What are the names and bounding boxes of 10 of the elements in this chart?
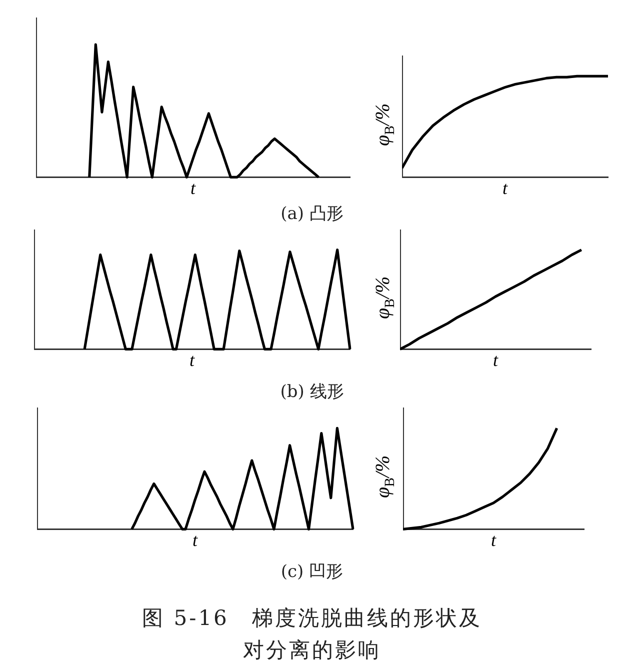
x-axis-title: t bbox=[192, 530, 198, 550]
x-axis-title: t bbox=[189, 350, 196, 370]
x-axis-title: t bbox=[492, 350, 499, 370]
caption: 图 5-16 梯度洗脱曲线的形状及对分离的影响 bbox=[142, 605, 482, 664]
x-axis-title: t bbox=[490, 530, 497, 550]
text: (b) 线形 bbox=[279, 381, 345, 404]
x-axis-title: t bbox=[502, 178, 508, 198]
text: (c) 凹形 bbox=[280, 561, 344, 584]
x-axis-title: t bbox=[190, 178, 196, 198]
text: (a) 凸形 bbox=[280, 203, 344, 226]
